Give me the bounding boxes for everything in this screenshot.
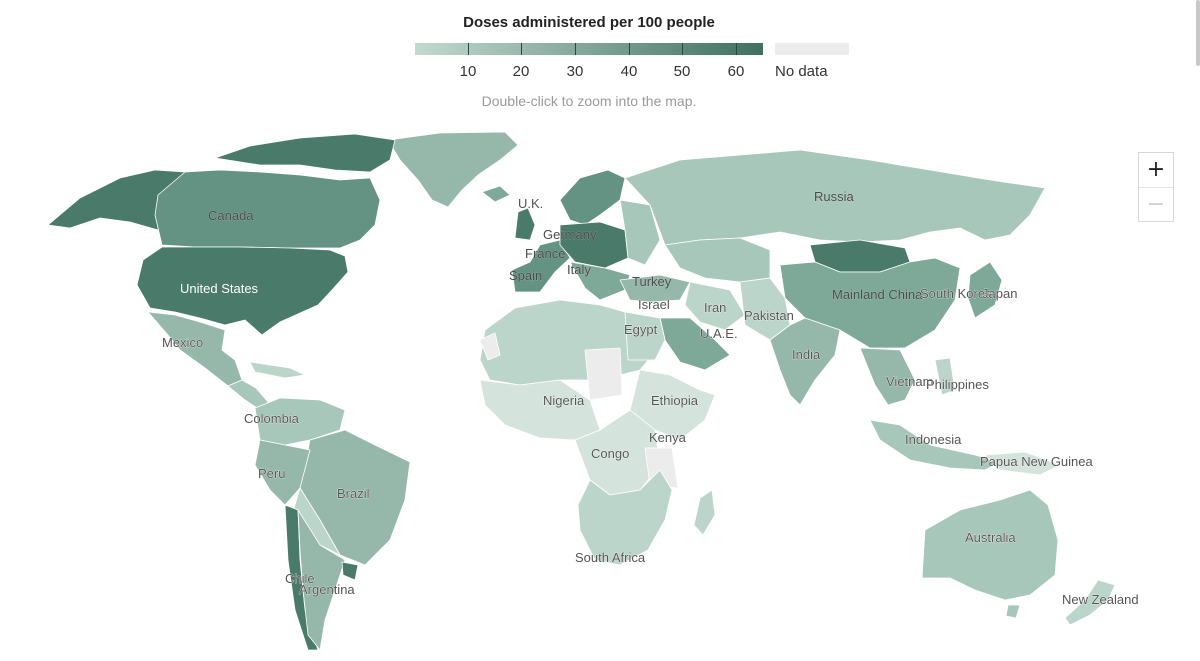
country-label-uk: U.K. — [518, 196, 543, 211]
country-label-ethiopia: Ethiopia — [651, 393, 699, 408]
country-label-pakistan: Pakistan — [744, 308, 794, 323]
country-label-germany: Germany — [543, 227, 597, 242]
region-turkey-middle-east[interactable] — [619, 274, 691, 303]
legend-tick-label: 20 — [512, 63, 530, 80]
region-new-zealand[interactable] — [1064, 579, 1116, 626]
zoom-hint: Double-click to zoom into the map. — [481, 93, 697, 109]
country-label-egypt: Egypt — [624, 322, 658, 337]
region-france-spain[interactable] — [511, 239, 571, 293]
region-philippines[interactable] — [934, 357, 956, 396]
region-argentina[interactable] — [297, 509, 346, 651]
country-label-mainland-china: Mainland China — [832, 287, 923, 302]
country-label-south-korea: South Korea — [920, 286, 993, 301]
region-united-states[interactable] — [136, 246, 349, 336]
legend-tick-mark — [468, 43, 469, 55]
region-west-africa[interactable] — [479, 379, 601, 441]
country-label-united-states: United States — [180, 281, 259, 296]
region-papua-new-guinea[interactable] — [984, 451, 1061, 476]
country-label-brazil: Brazil — [337, 486, 370, 501]
zoom-controls: + − — [1138, 152, 1174, 222]
country-label-vietnam: Vietnam — [886, 374, 933, 389]
legend-tick-label: 60 — [727, 63, 745, 80]
legend-color-scale — [415, 43, 763, 55]
region-indonesia[interactable] — [869, 419, 1001, 471]
country-label-kenya: Kenya — [649, 430, 687, 445]
legend-no-data-label: No data — [775, 63, 828, 80]
region-caribbean[interactable] — [249, 361, 306, 379]
region-canada[interactable] — [154, 169, 381, 249]
zoom-out-button[interactable]: − — [1139, 187, 1173, 221]
legend-tick-label: 40 — [620, 63, 638, 80]
region-madagascar[interactable] — [693, 489, 716, 536]
legend-tick-label: 50 — [673, 63, 691, 80]
country-label-philippines: Philippines — [926, 377, 989, 392]
country-label-chile: Chile — [285, 571, 315, 586]
country-label-spain: Spain — [509, 268, 542, 283]
legend-tick-label: 30 — [566, 63, 584, 80]
country-label-japan: Japan — [982, 286, 1017, 301]
legend-tick-mark — [682, 43, 683, 55]
country-label-new-zealand: New Zealand — [1062, 592, 1139, 607]
region-southern-africa[interactable] — [577, 469, 673, 566]
country-label-papua-new-guinea: Papua New Guinea — [980, 454, 1094, 469]
country-label-south-africa: South Africa — [575, 550, 646, 565]
region-india[interactable] — [769, 317, 841, 406]
legend-tick-mark — [629, 43, 630, 55]
country-label-israel: Israel — [638, 297, 670, 312]
country-label-canada: Canada — [208, 208, 254, 223]
region-canada-arctic[interactable] — [214, 133, 396, 173]
page-scrollbar[interactable] — [1196, 0, 1200, 66]
legend-tick-mark — [575, 43, 576, 55]
legend-no-data-swatch — [775, 43, 849, 55]
country-label-france: France — [525, 246, 565, 261]
country-label-congo: Congo — [591, 446, 629, 461]
country-label-nigeria: Nigeria — [543, 393, 585, 408]
country-label-peru: Peru — [258, 466, 285, 481]
legend-tick-mark — [736, 43, 737, 55]
region-south-korea-japan[interactable] — [967, 261, 1003, 319]
map-labels: Canada United States Mexico Colombia Per… — [162, 189, 1139, 608]
region-mexico[interactable] — [147, 311, 243, 387]
region-sahel-no-data[interactable] — [584, 347, 623, 401]
country-label-mexico: Mexico — [162, 335, 203, 350]
region-egypt[interactable] — [624, 311, 666, 361]
legend-tick-label: 10 — [459, 63, 477, 80]
country-label-india: India — [792, 347, 821, 362]
region-uk[interactable] — [514, 207, 536, 241]
region-greenland[interactable] — [387, 131, 519, 208]
country-label-indonesia: Indonesia — [905, 432, 962, 447]
region-peru[interactable] — [254, 439, 311, 506]
region-kazakhstan[interactable] — [664, 237, 771, 283]
country-label-turkey: Turkey — [632, 274, 672, 289]
region-southeast-asia[interactable] — [859, 347, 916, 406]
country-label-colombia: Colombia — [244, 411, 300, 426]
region-australia[interactable] — [921, 489, 1059, 601]
country-label-russia: Russia — [814, 189, 855, 204]
region-tasmania[interactable] — [1005, 604, 1021, 619]
country-label-italy: Italy — [567, 262, 591, 277]
country-label-uae: U.A.E. — [700, 326, 738, 341]
region-scandinavia[interactable] — [559, 169, 626, 226]
country-label-australia: Australia — [965, 530, 1016, 545]
country-label-iran: Iran — [704, 300, 726, 315]
zoom-in-button[interactable]: + — [1146, 157, 1166, 182]
region-iceland[interactable] — [481, 185, 511, 203]
region-western-sahara[interactable] — [479, 332, 501, 361]
region-iran[interactable] — [684, 281, 746, 331]
region-central-america[interactable] — [227, 379, 269, 411]
country-label-argentina: Argentina — [299, 582, 355, 597]
legend-title: Doses administered per 100 people — [463, 14, 715, 31]
legend-tick-mark — [521, 43, 522, 55]
region-uruguay[interactable] — [341, 561, 359, 581]
region-central-europe[interactable] — [559, 221, 629, 269]
region-saudi-arabia[interactable] — [659, 317, 731, 371]
